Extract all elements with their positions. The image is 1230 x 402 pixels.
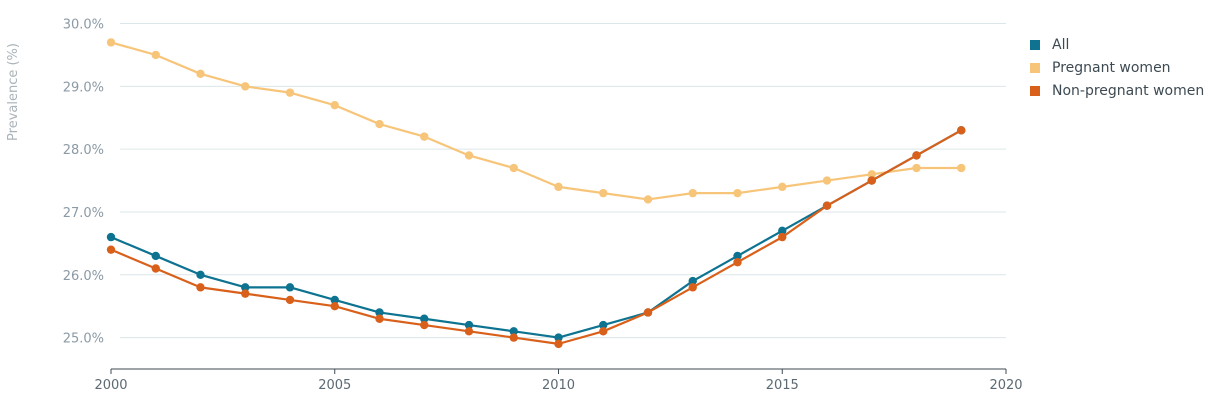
data-point-pregnant-women[interactable] <box>599 188 608 198</box>
y-tick-label: 28.0% <box>63 143 104 158</box>
legend-swatch-pregnant-women <box>1030 62 1040 73</box>
data-point-all[interactable] <box>599 320 608 330</box>
data-point-non-pregnant-women[interactable] <box>643 308 653 317</box>
y-tick-label: 25.0% <box>63 332 104 347</box>
series-line-all <box>110 129 962 339</box>
data-point-non-pregnant-women[interactable] <box>151 264 160 273</box>
y-tick-label: 30.0% <box>63 18 104 33</box>
data-point-non-pregnant-women[interactable] <box>867 176 876 185</box>
data-point-pregnant-women[interactable] <box>822 176 832 185</box>
y-axis-label: Prevalence (%) <box>6 43 21 141</box>
data-point-non-pregnant-women[interactable] <box>733 258 742 267</box>
x-axis: 2000 2005 2010 2015 2020 <box>94 368 1023 393</box>
data-point-non-pregnant-women[interactable] <box>330 301 339 311</box>
series-line-pregnant-women <box>110 41 962 201</box>
data-point-pregnant-women[interactable] <box>554 182 563 192</box>
y-tick-label: 27.0% <box>63 206 104 221</box>
y-tick-label: 26.0% <box>63 269 104 284</box>
legend-label-pregnant-women: Pregnant women <box>1052 59 1171 76</box>
data-point-pregnant-women[interactable] <box>912 163 921 173</box>
x-tick-label: 2010 <box>542 378 575 393</box>
data-point-pregnant-women[interactable] <box>509 163 518 173</box>
x-tick-label: 2015 <box>766 378 799 393</box>
data-point-pregnant-women[interactable] <box>688 188 697 198</box>
data-point-pregnant-women[interactable] <box>867 170 876 179</box>
data-point-non-pregnant-women[interactable] <box>822 201 832 210</box>
data-point-all[interactable] <box>464 320 474 330</box>
data-point-pregnant-women[interactable] <box>420 132 429 141</box>
data-point-pregnant-women[interactable] <box>778 182 787 192</box>
y-axis-ticks: 25.0% 26.0% 27.0% 28.0% 29.0% 30.0% <box>63 18 104 347</box>
data-point-non-pregnant-women[interactable] <box>554 339 563 349</box>
data-point-non-pregnant-women[interactable] <box>285 295 295 305</box>
series-non-pregnant-women <box>106 126 966 349</box>
data-point-non-pregnant-women[interactable] <box>957 126 966 135</box>
legend: All Pregnant women Non-pregnant women <box>1030 33 1204 102</box>
gridlines <box>120 23 1006 339</box>
data-point-non-pregnant-women[interactable] <box>509 333 518 342</box>
y-tick-label: 29.0% <box>63 80 104 95</box>
data-point-pregnant-women[interactable] <box>241 82 250 91</box>
data-point-all[interactable] <box>375 308 384 317</box>
legend-item-all[interactable]: All <box>1030 33 1204 56</box>
data-point-non-pregnant-women[interactable] <box>375 314 384 323</box>
data-point-non-pregnant-women[interactable] <box>241 289 250 298</box>
data-point-non-pregnant-women[interactable] <box>196 283 205 292</box>
data-point-pregnant-women[interactable] <box>643 195 653 204</box>
legend-item-non-pregnant-women[interactable]: Non-pregnant women <box>1030 79 1204 102</box>
data-point-pregnant-women[interactable] <box>957 163 966 173</box>
x-tick-label: 2005 <box>318 378 351 393</box>
data-point-non-pregnant-women[interactable] <box>106 245 116 254</box>
legend-label-all: All <box>1052 36 1070 53</box>
data-point-pregnant-women[interactable] <box>375 119 384 129</box>
data-point-all[interactable] <box>420 314 429 323</box>
x-tick-label: 2020 <box>989 378 1022 393</box>
legend-item-pregnant-women[interactable]: Pregnant women <box>1030 56 1204 79</box>
data-point-all[interactable] <box>554 333 563 342</box>
data-point-non-pregnant-women[interactable] <box>464 327 474 336</box>
series-layer <box>106 38 966 349</box>
data-point-non-pregnant-women[interactable] <box>912 151 921 160</box>
series-all <box>106 126 966 342</box>
legend-swatch-all <box>1030 39 1040 50</box>
data-point-all[interactable] <box>509 327 518 336</box>
data-point-all[interactable] <box>688 276 697 286</box>
series-pregnant-women <box>106 38 966 204</box>
data-point-all[interactable] <box>778 226 787 236</box>
data-point-pregnant-women[interactable] <box>285 88 295 97</box>
data-point-non-pregnant-women[interactable] <box>778 232 787 242</box>
data-point-all[interactable] <box>330 295 339 305</box>
data-point-non-pregnant-women[interactable] <box>688 283 697 292</box>
data-point-non-pregnant-women[interactable] <box>420 320 429 330</box>
data-point-pregnant-women[interactable] <box>733 188 742 198</box>
legend-label-non-pregnant-women: Non-pregnant women <box>1052 82 1205 99</box>
legend-swatch-non-pregnant-women <box>1030 85 1040 96</box>
x-tick-label: 2000 <box>94 378 127 393</box>
data-point-pregnant-women[interactable] <box>151 50 160 60</box>
data-point-all[interactable] <box>733 251 742 261</box>
data-point-pregnant-women[interactable] <box>106 38 116 47</box>
data-point-all[interactable] <box>106 232 116 242</box>
data-point-non-pregnant-women[interactable] <box>599 327 608 336</box>
data-point-pregnant-women[interactable] <box>196 69 205 79</box>
data-point-all[interactable] <box>241 283 250 292</box>
data-point-all[interactable] <box>196 270 205 279</box>
data-point-all[interactable] <box>151 251 160 261</box>
series-line-non-pregnant-women <box>110 129 962 345</box>
data-point-all[interactable] <box>285 283 295 292</box>
data-point-pregnant-women[interactable] <box>464 151 474 160</box>
data-point-pregnant-women[interactable] <box>330 101 339 110</box>
